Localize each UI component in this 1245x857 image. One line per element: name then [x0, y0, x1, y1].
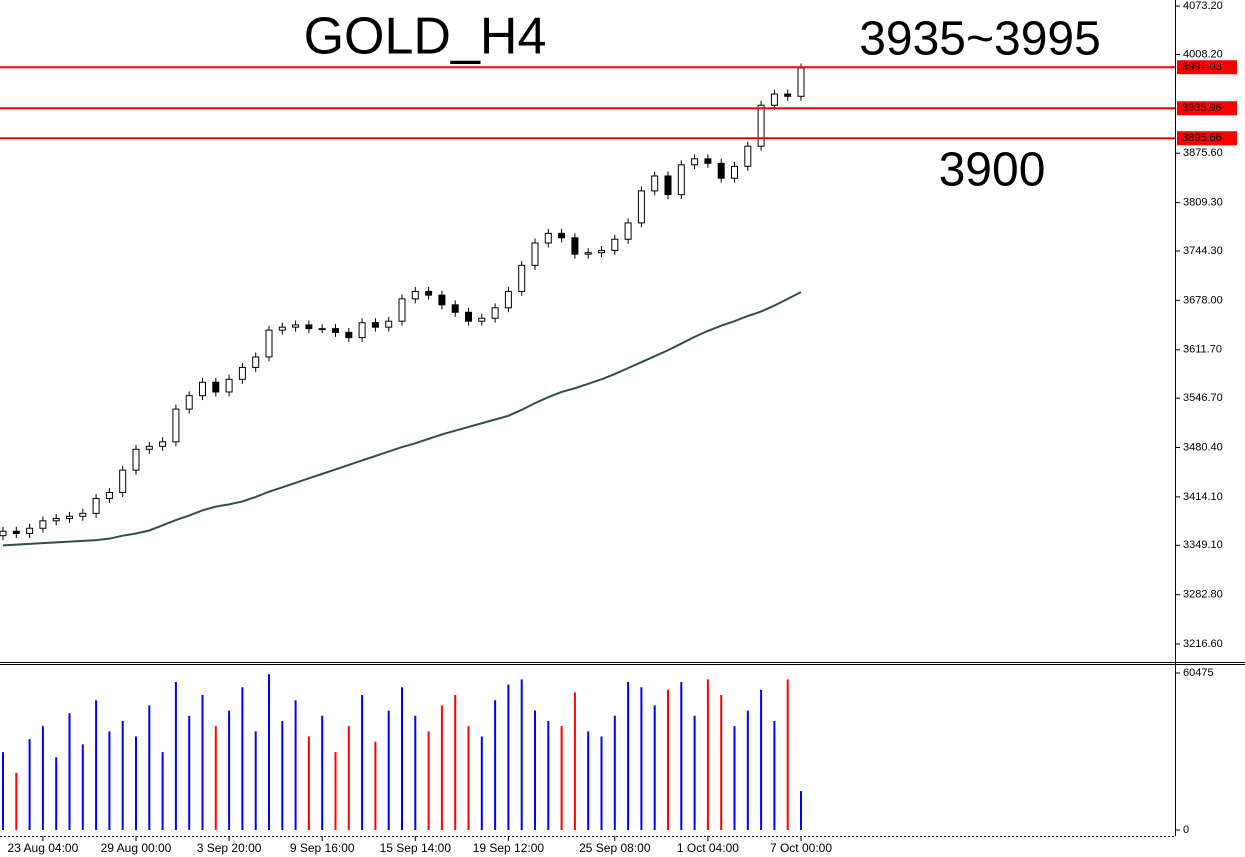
- candle-body: [691, 158, 699, 166]
- y-tick-label: 3678.00: [1183, 294, 1223, 306]
- y-tick-label: 0: [1183, 824, 1189, 836]
- candle-body: [318, 328, 326, 331]
- candle-body: [637, 190, 645, 224]
- candle-body: [225, 378, 233, 393]
- candle-body: [358, 322, 366, 339]
- candle-body: [52, 518, 60, 522]
- candle-body: [717, 162, 725, 179]
- candle-body: [119, 469, 127, 493]
- candle-body: [757, 104, 765, 147]
- candle-body: [491, 307, 499, 319]
- y-tick-label: 4008.20: [1183, 48, 1223, 60]
- y-tick-label: 3546.70: [1183, 392, 1223, 404]
- candle-body: [265, 329, 273, 358]
- candle-body: [172, 408, 180, 443]
- candle-body: [185, 395, 193, 410]
- y-tick-label: 3282.80: [1183, 589, 1223, 601]
- candle-body: [199, 381, 206, 397]
- y-tick-label: 60475: [1183, 667, 1214, 679]
- y-tick-label: 3744.30: [1183, 245, 1223, 257]
- y-tick-label: 3809.30: [1183, 196, 1223, 208]
- candle-body: [212, 381, 220, 393]
- candle-body: [92, 497, 100, 514]
- candle-body: [544, 232, 552, 244]
- annotation: GOLD_H4: [304, 8, 547, 66]
- x-tick-label: 25 Sep 08:00: [579, 841, 651, 855]
- candle-body: [425, 290, 433, 296]
- candle-body: [518, 264, 526, 292]
- candle-body: [145, 445, 153, 450]
- candle-body: [66, 515, 73, 520]
- candle-body: [398, 298, 406, 322]
- candle-body: [371, 322, 379, 328]
- y-tick-label: 3414.10: [1183, 491, 1223, 503]
- x-tick-label: 3 Sep 20:00: [197, 841, 262, 855]
- candle-body: [731, 165, 738, 179]
- moving-average-line: [2, 291, 802, 547]
- candle-body: [611, 238, 619, 251]
- y-tick-label: 4073.20: [1183, 0, 1223, 12]
- x-tick-label: 29 Aug 00:00: [101, 841, 172, 855]
- candle-body: [504, 290, 512, 309]
- candle-body: [332, 328, 339, 333]
- level-label: 3991.03: [1182, 61, 1222, 73]
- candle-body: [584, 252, 592, 255]
- annotation: 3935~3995: [859, 13, 1101, 66]
- annotation: 3900: [939, 144, 1046, 197]
- candle-body: [238, 366, 246, 380]
- x-tick-label: 1 Oct 04:00: [677, 841, 739, 855]
- candle-body: [411, 290, 419, 300]
- x-tick-label: 15 Sep 14:00: [380, 841, 452, 855]
- y-tick-label: 3611.70: [1183, 344, 1222, 356]
- candle-body: [478, 317, 486, 322]
- candle-body: [159, 441, 167, 447]
- candle-body: [624, 222, 632, 240]
- candle-body: [465, 311, 472, 322]
- candle-body: [278, 326, 286, 331]
- candle-body: [292, 324, 300, 328]
- candle-body: [784, 93, 792, 97]
- level-label: 3935.96: [1182, 102, 1222, 114]
- candle-body: [385, 320, 393, 328]
- level-label-box: [1177, 101, 1237, 116]
- candle-body: [105, 491, 113, 499]
- candle-body: [744, 145, 752, 167]
- candle-body: [531, 242, 539, 266]
- x-tick-label: 7 Oct 00:00: [770, 841, 832, 855]
- candle-body: [438, 294, 446, 306]
- candle-body: [39, 520, 47, 529]
- candle-body: [664, 175, 672, 196]
- candle-body: [132, 448, 140, 471]
- candle-body: [558, 232, 566, 239]
- y-tick-label: 3216.60: [1183, 638, 1223, 650]
- level-label: 3895.66: [1182, 132, 1222, 144]
- level-label-box: [1177, 60, 1237, 75]
- x-tick-label: 19 Sep 12:00: [473, 841, 545, 855]
- candle-body: [79, 512, 87, 517]
- candle-body: [451, 304, 459, 313]
- candle-body: [704, 158, 712, 164]
- candle-body: [345, 331, 353, 339]
- candle-body: [26, 527, 34, 534]
- y-tick-label: 3349.10: [1183, 539, 1223, 551]
- candle-body: [677, 164, 685, 196]
- level-label-box: [1177, 131, 1237, 146]
- candle-body: [571, 237, 579, 255]
- candle-body: [0, 530, 7, 537]
- candle-body: [651, 175, 659, 192]
- candle-body: [252, 356, 260, 368]
- x-tick-label: 9 Sep 16:00: [290, 841, 355, 855]
- y-tick-label: 3875.60: [1183, 147, 1223, 159]
- candle-body: [598, 249, 605, 254]
- x-tick-label: 23 Aug 04:00: [8, 841, 79, 855]
- candle-body: [770, 93, 778, 106]
- y-tick-label: 3480.40: [1183, 441, 1223, 453]
- candle-body: [305, 324, 313, 330]
- candle-body: [12, 530, 20, 534]
- candle-body: [797, 67, 805, 97]
